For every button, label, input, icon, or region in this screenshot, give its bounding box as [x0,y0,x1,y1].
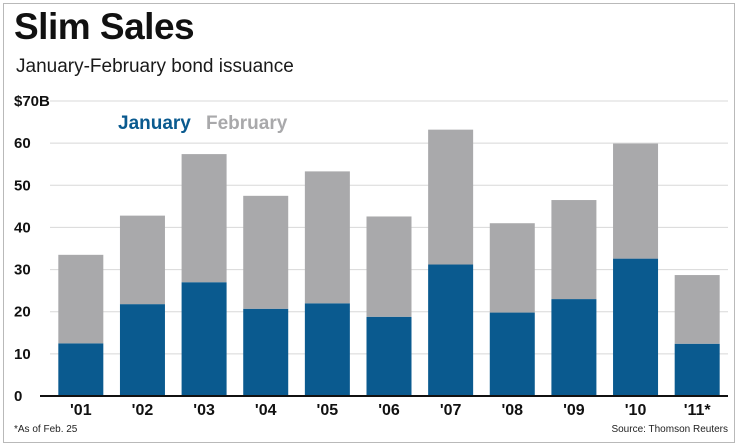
bar-february-8 [551,200,597,300]
bar-january-0 [58,343,104,396]
chart-title: Slim Sales [14,6,195,47]
bar-january-7 [489,312,535,396]
y-tick-label: 50 [14,177,31,194]
bar-february-1 [119,215,165,305]
bar-february-9 [613,143,659,259]
footnote: *As of Feb. 25 [14,424,78,435]
legend-january: January [118,113,191,134]
bar-january-1 [119,304,165,396]
bar-january-2 [181,282,227,396]
bar-january-9 [613,258,659,396]
bar-january-4 [304,303,350,396]
x-tick-label: '10 [625,402,647,419]
bar-february-7 [489,223,535,313]
y-top-label: $70B [14,93,50,110]
y-tick-label: 30 [14,262,31,279]
x-tick-label: '03 [193,402,215,419]
y-tick-label: 40 [14,219,31,236]
bar-february-4 [304,171,350,304]
source-note: Source: Thomson Reuters [611,424,728,435]
x-tick-label: '02 [132,402,154,419]
x-tick-label: '09 [563,402,585,419]
bar-february-2 [181,154,227,283]
chart-subtitle: January-February bond issuance [16,56,294,77]
x-tick-label: '01 [70,402,92,419]
bar-february-6 [428,129,474,265]
axis-labels: 0 10 20 30 40 50 60 $70B '01 '02 '03 '04 '05 '06 '07 '0… [14,93,711,419]
x-tick-label: '08 [501,402,523,419]
y-tick-label: 60 [14,135,31,152]
bar-february-5 [366,216,412,317]
bar-february-0 [58,254,104,344]
y-tick-label: 20 [14,304,31,321]
bar-february-3 [243,195,289,309]
x-tick-label: '04 [255,402,277,419]
x-tick-label: '05 [317,402,339,419]
bar-january-3 [243,308,289,396]
bar-january-8 [551,299,597,396]
y-tick-label: 0 [14,388,22,405]
bar-january-5 [366,316,412,396]
x-tick-label: '11* [684,402,712,419]
x-tick-label: '06 [378,402,400,419]
y-tick-label: 10 [14,346,31,363]
bar-january-6 [428,264,474,396]
legend-february: February [206,113,288,134]
bar-january-10 [674,343,720,396]
bar-february-10 [674,275,720,344]
x-tick-label: '07 [440,402,462,419]
bars [58,129,720,396]
